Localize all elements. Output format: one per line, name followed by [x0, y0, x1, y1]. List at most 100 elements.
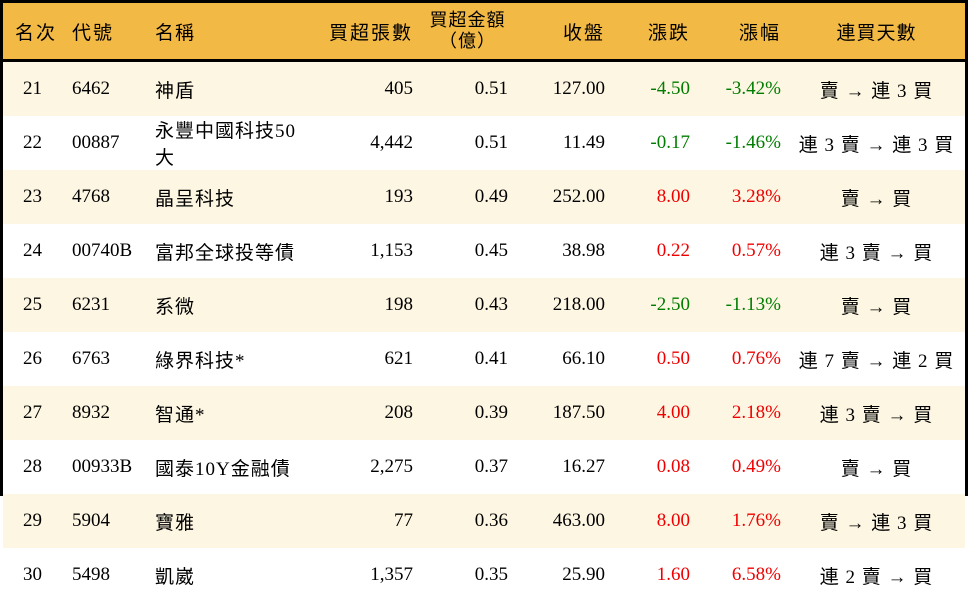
table-body: 21 6462 神盾 405 0.51 127.00 -4.50 -3.42% 賣 → 連 3 … — [3, 62, 965, 602]
col-header-name: 名稱 — [155, 22, 196, 44]
cell-name: 綠界科技* — [155, 350, 246, 372]
cell-rank: 21 — [23, 78, 42, 99]
col-header-amount-line2: （億） — [439, 31, 496, 51]
cell-close: 127.00 — [552, 78, 605, 99]
cell-code: 6763 — [72, 348, 110, 369]
cell-pct: -3.42% — [725, 78, 781, 99]
cell-change: 0.50 — [656, 348, 690, 369]
cell-name: 智通* — [155, 404, 206, 426]
cell-close: 66.10 — [562, 348, 605, 369]
cell-streak: 賣 → 買 — [840, 188, 913, 210]
cell-code: 00933B — [72, 456, 133, 477]
institutional-buy-rank-table: 名次 代號 名稱 買超張數 買超金額 （億） 收盤 漲跌 漲幅 連買天數 21 6… — [0, 0, 968, 588]
cell-pct: 3.28% — [731, 186, 781, 207]
cell-close: 25.90 — [562, 564, 605, 585]
cell-streak: 賣 → 買 — [840, 458, 913, 480]
cell-amount: 0.35 — [474, 564, 508, 585]
cell-amount: 0.43 — [474, 294, 508, 315]
table-row[interactable]: 25 6231 系微 198 0.43 218.00 -2.50 -1.13% 賣 → 買 — [3, 278, 965, 332]
cell-change: 0.08 — [656, 456, 690, 477]
cell-streak: 連 3 賣 → 買 — [819, 404, 934, 426]
cell-volume: 77 — [394, 510, 413, 531]
cell-close: 38.98 — [562, 240, 605, 261]
table-row[interactable]: 26 6763 綠界科技* 621 0.41 66.10 0.50 0.76% 連 7 賣 → … — [3, 332, 965, 386]
cell-name: 凱崴 — [155, 566, 196, 588]
cell-rank: 25 — [23, 294, 42, 315]
cell-pct: 6.58% — [731, 564, 781, 585]
table-row[interactable]: 24 00740B 富邦全球投等債 1,153 0.45 38.98 0.22 0.57% 連 … — [3, 224, 965, 278]
col-header-volume: 買超張數 — [328, 22, 413, 44]
cell-volume: 198 — [384, 294, 414, 315]
cell-pct: 0.49% — [731, 456, 781, 477]
cell-close: 187.50 — [552, 402, 605, 423]
cell-rank: 22 — [23, 132, 42, 153]
cell-streak: 連 3 賣 → 連 3 買 — [798, 134, 955, 156]
cell-streak: 賣 → 連 3 買 — [819, 80, 934, 102]
cell-amount: 0.51 — [474, 132, 508, 153]
col-header-streak: 連買天數 — [836, 22, 917, 44]
cell-volume: 2,275 — [370, 456, 413, 477]
cell-amount: 0.36 — [474, 510, 508, 531]
cell-name: 寶雅 — [155, 512, 196, 534]
cell-change: 4.00 — [656, 402, 690, 423]
cell-close: 11.49 — [562, 132, 605, 153]
cell-streak: 連 7 賣 → 連 2 買 — [798, 350, 955, 372]
cell-amount: 0.51 — [474, 78, 508, 99]
cell-volume: 193 — [384, 186, 414, 207]
cell-rank: 27 — [23, 402, 42, 423]
col-header-close: 收盤 — [562, 22, 605, 44]
cell-change: 8.00 — [656, 510, 690, 531]
cell-volume: 621 — [384, 348, 414, 369]
cell-name: 系微 — [155, 296, 196, 318]
table-row[interactable]: 27 8932 智通* 208 0.39 187.50 4.00 2.18% 連 3 賣 → 買 — [3, 386, 965, 440]
cell-streak: 連 2 賣 → 買 — [819, 566, 934, 588]
table-row[interactable]: 21 6462 神盾 405 0.51 127.00 -4.50 -3.42% 賣 → 連 3 … — [3, 62, 965, 116]
cell-rank: 29 — [23, 510, 42, 531]
col-header-rank: 名次 — [15, 22, 58, 44]
cell-change: -0.17 — [650, 132, 690, 153]
cell-amount: 0.39 — [474, 402, 508, 423]
cell-amount: 0.45 — [474, 240, 508, 261]
cell-volume: 1,153 — [370, 240, 413, 261]
cell-amount: 0.41 — [474, 348, 508, 369]
table-row[interactable]: 30 5498 凱崴 1,357 0.35 25.90 1.60 6.58% 連 2 賣 → 買 — [3, 548, 965, 602]
col-header-change: 漲跌 — [647, 22, 690, 44]
cell-volume: 208 — [384, 402, 414, 423]
cell-code: 8932 — [72, 402, 110, 423]
cell-rank: 23 — [23, 186, 42, 207]
cell-rank: 30 — [23, 564, 42, 585]
cell-code: 5498 — [72, 564, 110, 585]
cell-change: -2.50 — [650, 294, 690, 315]
cell-volume: 4,442 — [370, 132, 413, 153]
cell-amount: 0.37 — [474, 456, 508, 477]
cell-name: 富邦全球投等債 — [155, 242, 296, 264]
cell-close: 16.27 — [562, 456, 605, 477]
table-row[interactable]: 29 5904 寶雅 77 0.36 463.00 8.00 1.76% 賣 → 連 3 買 — [3, 494, 965, 548]
cell-change: 0.22 — [656, 240, 690, 261]
cell-pct: 0.76% — [731, 348, 781, 369]
col-header-pct: 漲幅 — [738, 22, 781, 44]
table-row[interactable]: 28 00933B 國泰10Y金融債 2,275 0.37 16.27 0.08 0.49% 賣… — [3, 440, 965, 494]
cell-streak: 賣 → 連 3 買 — [819, 512, 934, 534]
cell-volume: 405 — [384, 78, 414, 99]
cell-code: 4768 — [72, 186, 110, 207]
cell-name: 神盾 — [155, 80, 196, 102]
cell-change: 1.60 — [656, 564, 690, 585]
cell-code: 00887 — [72, 132, 120, 153]
table-row[interactable]: 23 4768 晶呈科技 193 0.49 252.00 8.00 3.28% 賣 → 買 — [3, 170, 965, 224]
cell-code: 00740B — [72, 240, 133, 261]
cell-volume: 1,357 — [370, 564, 413, 585]
cell-pct: -1.46% — [725, 132, 781, 153]
cell-rank: 28 — [23, 456, 42, 477]
table-row[interactable]: 22 00887 永豐中國科技50大 4,442 0.51 11.49 -0.17 -1.46… — [3, 116, 965, 170]
cell-amount: 0.49 — [474, 186, 508, 207]
cell-pct: 1.76% — [731, 510, 781, 531]
cell-pct: 2.18% — [731, 402, 781, 423]
cell-code: 6462 — [72, 78, 110, 99]
cell-change: -4.50 — [650, 78, 690, 99]
col-header-code: 代號 — [72, 22, 115, 44]
col-header-amount-line1: 買超金額 — [429, 10, 506, 31]
cell-close: 218.00 — [552, 294, 605, 315]
cell-code: 6231 — [72, 294, 110, 315]
cell-name: 晶呈科技 — [155, 188, 236, 210]
